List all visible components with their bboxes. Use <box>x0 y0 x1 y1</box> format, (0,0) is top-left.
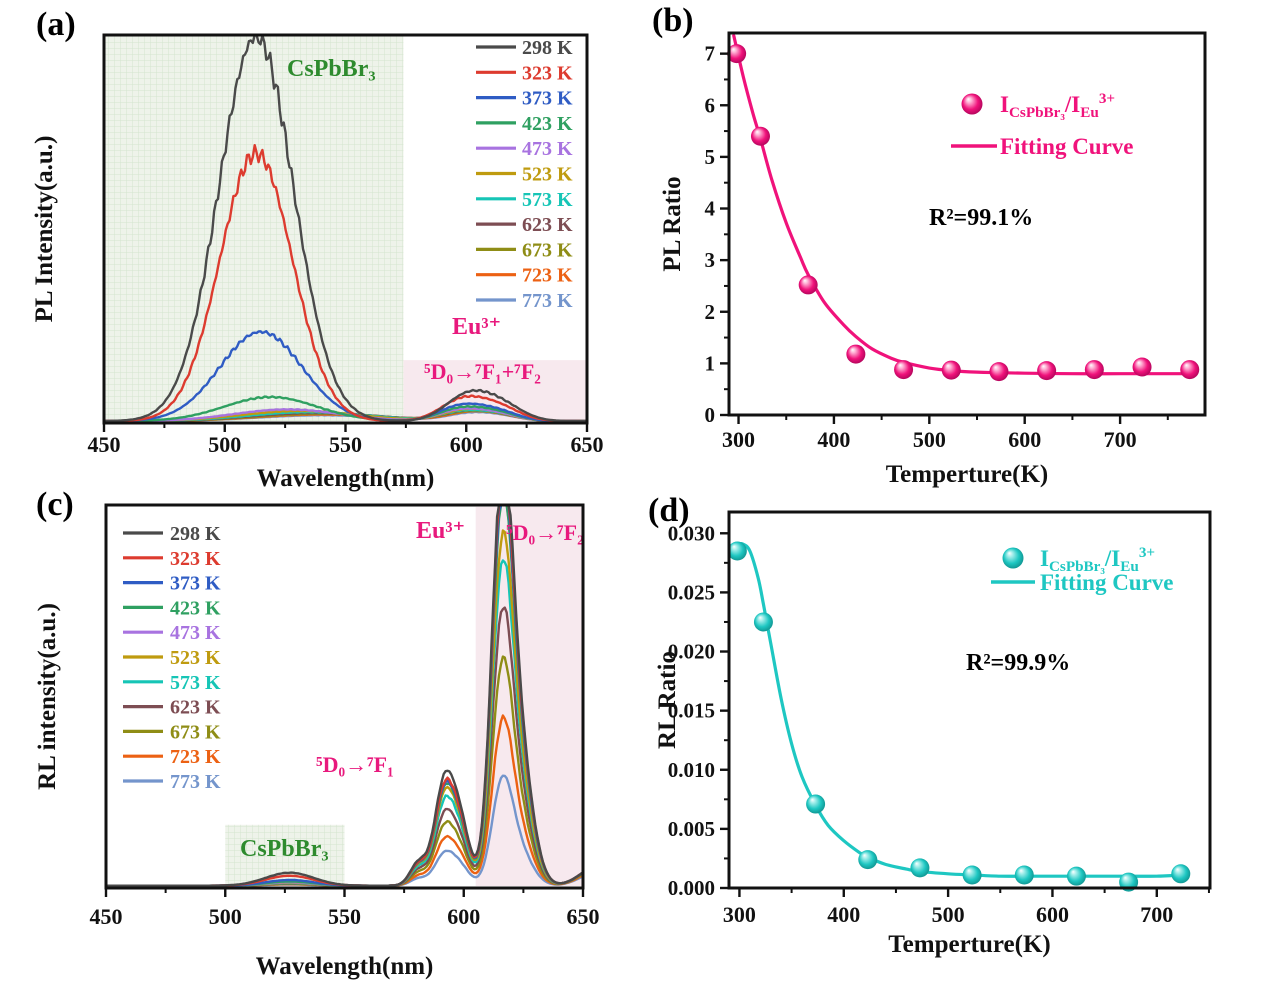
svg-text:Fitting Curve: Fitting Curve <box>1040 570 1174 595</box>
svg-text:623 K: 623 K <box>170 697 221 719</box>
svg-text:650: 650 <box>571 432 604 457</box>
svg-text:300: 300 <box>722 427 755 452</box>
svg-text:623 K: 623 K <box>522 214 573 236</box>
svg-text:773 K: 773 K <box>170 771 221 793</box>
svg-text:323 K: 323 K <box>170 548 221 570</box>
svg-text:Eu³⁺: Eu³⁺ <box>452 314 501 340</box>
svg-text:723 K: 723 K <box>522 265 573 287</box>
svg-text:673 K: 673 K <box>522 239 573 261</box>
svg-text:550: 550 <box>328 904 361 929</box>
svg-text:700: 700 <box>1140 902 1173 927</box>
svg-text:423 K: 423 K <box>522 113 573 135</box>
svg-text:⁵D₀→⁷F₁+⁷F₂: ⁵D₀→⁷F₁+⁷F₂ <box>424 359 541 384</box>
svg-text:ICsPbBr₃/IEu3+: ICsPbBr₃/IEu3+ <box>1000 90 1115 121</box>
svg-text:673 K: 673 K <box>170 721 221 743</box>
svg-text:Wavelength(nm): Wavelength(nm) <box>256 953 434 980</box>
svg-text:500: 500 <box>209 904 242 929</box>
svg-text:373 K: 373 K <box>170 573 221 595</box>
svg-text:500: 500 <box>932 902 965 927</box>
svg-text:4: 4 <box>705 197 716 221</box>
svg-text:Temperture(K): Temperture(K) <box>886 461 1048 488</box>
panel-d-rl-ratio-plot: ICsPbBr₃/IEu3+Fitting Curve R²=99.9% 300 40… <box>654 510 1212 958</box>
svg-text:PL Ratio: PL Ratio <box>659 176 686 271</box>
svg-text:3: 3 <box>705 248 716 272</box>
svg-text:298 K: 298 K <box>170 523 221 545</box>
svg-text:PL Intensity(a.u.): PL Intensity(a.u.) <box>31 136 58 323</box>
svg-text:2: 2 <box>705 300 716 324</box>
svg-text:400: 400 <box>827 902 860 927</box>
svg-text:0.025: 0.025 <box>668 580 715 604</box>
svg-text:5: 5 <box>705 145 716 169</box>
svg-text:500: 500 <box>208 432 241 457</box>
svg-text:CsPbBr₃: CsPbBr₃ <box>287 56 376 82</box>
svg-text:450: 450 <box>90 904 123 929</box>
svg-text:500: 500 <box>913 427 946 452</box>
svg-text:ICsPbBr₃/IEu3+: ICsPbBr₃/IEu3+ <box>1040 544 1155 575</box>
svg-text:473 K: 473 K <box>522 138 573 160</box>
svg-text:R²=99.1%: R²=99.1% <box>929 205 1033 231</box>
svg-text:6: 6 <box>705 93 716 117</box>
svg-text:Fitting Curve: Fitting Curve <box>1000 134 1134 159</box>
svg-text:600: 600 <box>1036 902 1069 927</box>
svg-text:773 K: 773 K <box>522 290 573 312</box>
svg-text:600: 600 <box>450 432 483 457</box>
svg-text:523 K: 523 K <box>170 647 221 669</box>
svg-text:0.010: 0.010 <box>668 758 715 782</box>
svg-text:423 K: 423 K <box>170 597 221 619</box>
svg-text:550: 550 <box>329 432 362 457</box>
panel-a-pl-spectra-plot: CsPbBr₃ Eu³⁺ ⁵D₀→⁷F₁+⁷F₂ 298 K 323 K 373 K 423… <box>31 33 604 492</box>
svg-text:723 K: 723 K <box>170 746 221 768</box>
svg-text:323 K: 323 K <box>522 62 573 84</box>
svg-text:7: 7 <box>705 42 716 66</box>
svg-text:400: 400 <box>817 427 850 452</box>
svg-text:650: 650 <box>567 904 600 929</box>
svg-text:Temperture(K): Temperture(K) <box>888 931 1050 958</box>
svg-text:CsPbBr₃: CsPbBr₃ <box>240 836 329 862</box>
svg-text:⁵D₀→⁷F₂: ⁵D₀→⁷F₂ <box>506 520 584 545</box>
svg-text:R²=99.9%: R²=99.9% <box>966 650 1070 676</box>
panel-c-letter: (c) <box>36 486 74 523</box>
svg-text:0.020: 0.020 <box>668 640 715 664</box>
svg-text:1: 1 <box>705 351 716 375</box>
panel-b-letter: (b) <box>652 2 694 39</box>
svg-text:RL Ratio: RL Ratio <box>654 651 681 749</box>
svg-text:573 K: 573 K <box>170 672 221 694</box>
svg-text:450: 450 <box>88 432 121 457</box>
panel-d-letter: (d) <box>648 492 690 529</box>
svg-text:600: 600 <box>447 904 480 929</box>
svg-text:573 K: 573 K <box>522 189 573 211</box>
svg-text:700: 700 <box>1104 427 1137 452</box>
svg-text:523 K: 523 K <box>522 164 573 186</box>
svg-text:Eu³⁺: Eu³⁺ <box>416 518 465 544</box>
svg-text:0: 0 <box>705 403 716 427</box>
svg-text:0.015: 0.015 <box>668 699 715 723</box>
svg-text:600: 600 <box>1008 427 1041 452</box>
svg-text:298 K: 298 K <box>522 37 573 59</box>
svg-text:0.000: 0.000 <box>668 876 715 900</box>
svg-text:300: 300 <box>723 902 756 927</box>
panel-c-rl-spectra-plot: CsPbBr₃ Eu³⁺ ⁵D₀→⁷F₂ ⁵D₀→⁷F₁ 298 K 323 K 373 K… <box>34 503 600 980</box>
svg-text:0.030: 0.030 <box>668 521 715 545</box>
svg-text:473 K: 473 K <box>170 622 221 644</box>
svg-text:⁵D₀→⁷F₁: ⁵D₀→⁷F₁ <box>316 752 394 777</box>
svg-text:RL intensity(a.u.): RL intensity(a.u.) <box>34 603 61 790</box>
panel-a-letter: (a) <box>36 6 76 43</box>
svg-text:0.005: 0.005 <box>668 817 715 841</box>
svg-text:373 K: 373 K <box>522 88 573 110</box>
svg-text:Wavelength(nm): Wavelength(nm) <box>257 465 435 492</box>
